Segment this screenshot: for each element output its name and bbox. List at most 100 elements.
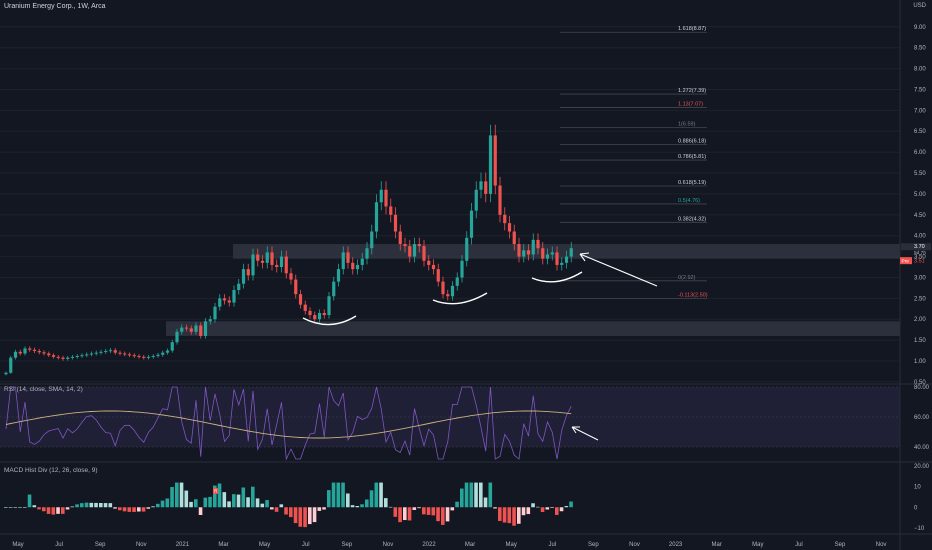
time-tick-label: May — [752, 542, 763, 548]
candle-body — [436, 269, 440, 282]
price-tick-label: 8.50 — [914, 46, 926, 52]
macd-bar — [441, 507, 445, 525]
time-tick-label: May — [259, 542, 270, 548]
candle-body — [127, 354, 132, 356]
rsi-tick-label: 80.00 — [914, 385, 930, 391]
macd-bar — [540, 507, 545, 512]
support-zone — [166, 321, 900, 336]
candles — [4, 124, 573, 376]
fib-label: 0.786(5.81) — [678, 154, 706, 160]
candle-body — [170, 342, 174, 351]
macd-bar — [184, 490, 189, 508]
candle-body — [384, 189, 388, 207]
candle-body — [303, 304, 307, 311]
macd-bar — [141, 507, 146, 512]
candle-body — [251, 254, 255, 276]
macd-bar — [165, 498, 170, 508]
candle-body — [104, 350, 108, 352]
candle-body — [541, 248, 545, 259]
candle-body — [488, 135, 493, 194]
candle-body — [379, 189, 383, 203]
macd-bar — [479, 482, 483, 508]
candle-body — [422, 246, 426, 261]
rsi-pane: 40.00 60.00 80.00 — [0, 383, 932, 461]
candle-body — [118, 352, 122, 354]
candle-body — [4, 372, 8, 375]
macd-bar — [317, 507, 322, 511]
macd-bar — [303, 507, 307, 528]
macd-bar — [260, 503, 265, 508]
macd-bar — [94, 502, 98, 508]
macd-bar — [227, 501, 231, 508]
macd-bar — [521, 507, 526, 516]
macd-bar — [122, 507, 127, 512]
macd-pane: −10 0 10 20.00 R — [0, 461, 932, 532]
macd-bar — [160, 500, 165, 508]
macd-bar — [469, 482, 474, 508]
candle-body — [85, 354, 89, 356]
time-tick-label: Mar — [218, 542, 228, 548]
price-axis[interactable]: 0.50 1.00 1.50 2.00 2.50 3.00 3.50 4.00 4.50 5.00… — [899, 0, 931, 550]
candle-body — [412, 244, 417, 257]
grid-lines — [0, 26, 900, 383]
current-price-tag — [901, 243, 931, 251]
macd-bar — [483, 497, 488, 508]
candle-body — [279, 256, 284, 268]
macd-bar — [222, 492, 227, 508]
macd-bar — [18, 507, 22, 508]
macd-bar — [445, 507, 450, 522]
rsi-tick-label: 40.00 — [914, 445, 930, 451]
time-tick-label: May — [506, 542, 517, 548]
time-tick-label: Nov — [136, 542, 147, 548]
time-tick-label: Mar — [712, 542, 722, 548]
current-price: 3.70 — [914, 244, 925, 250]
cup-arc — [531, 271, 583, 283]
macd-bar — [460, 488, 464, 508]
macd-bar — [46, 507, 51, 514]
divergence-marker — [213, 487, 218, 494]
macd-bar — [431, 507, 436, 516]
candle-body — [403, 244, 407, 247]
candle-body — [132, 355, 136, 357]
macd-bar — [27, 494, 32, 508]
fib-label: 0(2.92) — [678, 275, 696, 281]
candle-body — [175, 331, 179, 343]
candle-body — [512, 231, 516, 245]
candle-body — [389, 206, 393, 215]
candle-body — [427, 260, 431, 265]
candle-body — [507, 223, 512, 232]
macd-bar — [80, 503, 84, 508]
candle-body — [18, 351, 22, 354]
time-tick-label: Nov — [629, 542, 640, 548]
macd-bar — [70, 506, 75, 508]
candle-body — [222, 298, 227, 301]
macd-bar — [312, 507, 317, 523]
candle-body — [37, 350, 41, 353]
macd-bar — [203, 497, 208, 508]
candle-body — [137, 356, 141, 358]
divergence-marker-label: R — [214, 488, 218, 493]
macd-bar — [175, 482, 179, 508]
candle-body — [332, 281, 336, 297]
fib-label: 0.382(4.32) — [678, 216, 706, 222]
macd-tick-label: −10 — [914, 526, 925, 532]
candle-body — [32, 349, 37, 351]
time-tick-label: Sep — [835, 542, 846, 548]
candle-body — [431, 264, 436, 270]
candle-body — [156, 354, 160, 357]
macd-bar — [531, 503, 535, 508]
time-axis[interactable]: May Jul Sep Nov 2021 Mar May Jul Sep Nov 2022 Mar Ma… — [0, 533, 932, 548]
candle-body — [545, 254, 550, 259]
fib-label: 0.5(4.76) — [678, 198, 700, 204]
candle-body — [493, 135, 497, 186]
macd-bar — [270, 507, 274, 510]
macd-bar — [507, 507, 512, 524]
macd-bar — [336, 482, 341, 508]
macd-bar — [426, 507, 431, 515]
time-tick-label: Sep — [588, 542, 599, 548]
macd-bar — [369, 490, 374, 508]
macd-bar — [189, 501, 193, 508]
candle-body — [208, 319, 212, 322]
macd-bar — [23, 507, 27, 508]
